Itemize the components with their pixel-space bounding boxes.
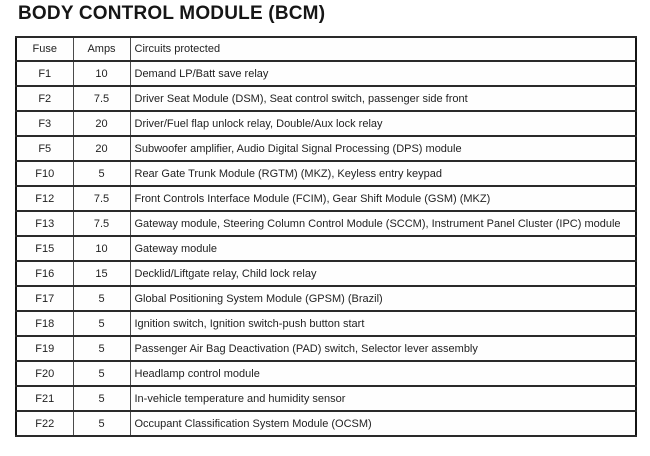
column-header-fuse: Fuse [15, 36, 74, 62]
table-row: F19 5 Passenger Air Bag Deactivation (PA… [15, 335, 637, 362]
amps-cell: 10 [72, 60, 131, 87]
fuse-id-cell: F5 [15, 135, 74, 162]
fuse-id-cell: F22 [15, 410, 74, 437]
table-row: F21 5 In-vehicle temperature and humidit… [15, 385, 637, 412]
column-header-circuits: Circuits protected [129, 36, 637, 62]
table-row: F15 10 Gateway module [15, 235, 637, 262]
table-row: F2 7.5 Driver Seat Module (DSM), Seat co… [15, 85, 637, 112]
table-row: F3 20 Driver/Fuel flap unlock relay, Dou… [15, 110, 637, 137]
fuse-id-cell: F16 [15, 260, 74, 287]
amps-cell: 5 [72, 310, 131, 337]
table-row: F18 5 Ignition switch, Ignition switch-p… [15, 310, 637, 337]
fuse-id-cell: F1 [15, 60, 74, 87]
circuits-cell: Passenger Air Bag Deactivation (PAD) swi… [129, 335, 637, 362]
circuits-cell: Demand LP/Batt save relay [129, 60, 637, 87]
circuits-cell: Driver/Fuel flap unlock relay, Double/Au… [129, 110, 637, 137]
amps-cell: 7.5 [72, 85, 131, 112]
amps-cell: 5 [72, 410, 131, 437]
amps-cell: 20 [72, 135, 131, 162]
circuits-cell: Occupant Classification System Module (O… [129, 410, 637, 437]
table-row: F16 15 Decklid/Liftgate relay, Child loc… [15, 260, 637, 287]
circuits-cell: Subwoofer amplifier, Audio Digital Signa… [129, 135, 637, 162]
fuse-table: Fuse Amps Circuits protected F1 10 Deman… [15, 36, 637, 437]
amps-cell: 5 [72, 335, 131, 362]
circuits-cell: In-vehicle temperature and humidity sens… [129, 385, 637, 412]
amps-cell: 10 [72, 235, 131, 262]
fuse-id-cell: F3 [15, 110, 74, 137]
circuits-cell: Ignition switch, Ignition switch-push bu… [129, 310, 637, 337]
fuse-id-cell: F18 [15, 310, 74, 337]
circuits-cell: Global Positioning System Module (GPSM) … [129, 285, 637, 312]
amps-cell: 15 [72, 260, 131, 287]
page-title: BODY CONTROL MODULE (BCM) [18, 3, 326, 24]
table-row: F17 5 Global Positioning System Module (… [15, 285, 637, 312]
amps-cell: 5 [72, 160, 131, 187]
table-row: F13 7.5 Gateway module, Steering Column … [15, 210, 637, 237]
table-row: F5 20 Subwoofer amplifier, Audio Digital… [15, 135, 637, 162]
amps-cell: 5 [72, 285, 131, 312]
fuse-id-cell: F19 [15, 335, 74, 362]
column-header-amps: Amps [72, 36, 131, 62]
fuse-id-cell: F2 [15, 85, 74, 112]
fuse-id-cell: F13 [15, 210, 74, 237]
fuse-id-cell: F10 [15, 160, 74, 187]
amps-cell: 7.5 [72, 210, 131, 237]
amps-cell: 5 [72, 360, 131, 387]
circuits-cell: Driver Seat Module (DSM), Seat control s… [129, 85, 637, 112]
circuits-cell: Front Controls Interface Module (FCIM), … [129, 185, 637, 212]
table-row: F1 10 Demand LP/Batt save relay [15, 60, 637, 87]
circuits-cell: Headlamp control module [129, 360, 637, 387]
table-row: F20 5 Headlamp control module [15, 360, 637, 387]
fuse-table-header: Fuse Amps Circuits protected [15, 36, 637, 62]
fuse-id-cell: F12 [15, 185, 74, 212]
amps-cell: 20 [72, 110, 131, 137]
circuits-cell: Gateway module [129, 235, 637, 262]
circuits-cell: Rear Gate Trunk Module (RGTM) (MKZ), Key… [129, 160, 637, 187]
fuse-id-cell: F21 [15, 385, 74, 412]
fuse-id-cell: F20 [15, 360, 74, 387]
table-row: F10 5 Rear Gate Trunk Module (RGTM) (MKZ… [15, 160, 637, 187]
circuits-cell: Decklid/Liftgate relay, Child lock relay [129, 260, 637, 287]
table-row: F22 5 Occupant Classification System Mod… [15, 410, 637, 437]
table-row: F12 7.5 Front Controls Interface Module … [15, 185, 637, 212]
fuse-table-body: F1 10 Demand LP/Batt save relay F2 7.5 D… [15, 60, 637, 437]
circuits-cell: Gateway module, Steering Column Control … [129, 210, 637, 237]
fuse-id-cell: F17 [15, 285, 74, 312]
amps-cell: 7.5 [72, 185, 131, 212]
header-row: Fuse Amps Circuits protected [15, 36, 637, 62]
fuse-id-cell: F15 [15, 235, 74, 262]
amps-cell: 5 [72, 385, 131, 412]
